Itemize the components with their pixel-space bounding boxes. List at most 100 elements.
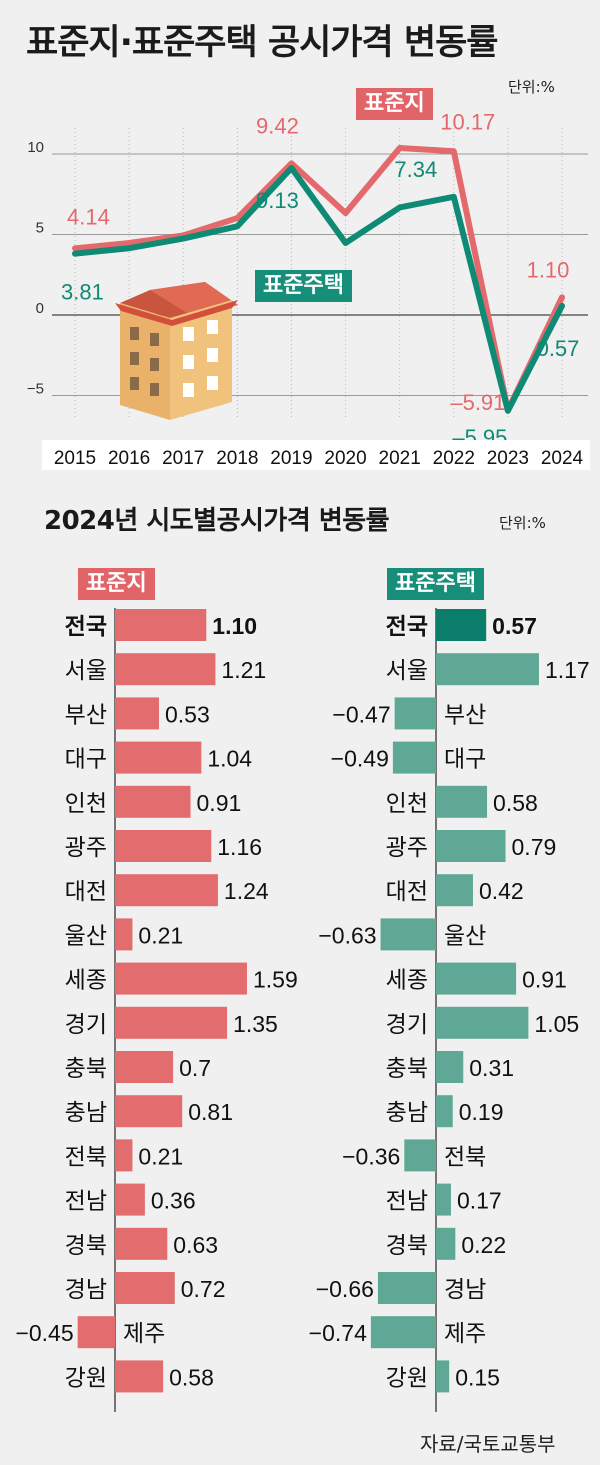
category-label: 부산: [65, 702, 107, 728]
category-label: 전북: [444, 1144, 486, 1170]
bar-house: [392, 741, 436, 774]
bar-tag-land: 표준지: [78, 568, 155, 600]
data-label: –5.91: [450, 390, 505, 415]
x-tick-label: 2018: [216, 448, 258, 469]
bar-land: [115, 830, 212, 862]
category-label: 대전: [65, 879, 107, 905]
bar-house: [436, 785, 488, 818]
category-label: 인천: [386, 791, 428, 817]
category-label: 제주: [123, 1321, 165, 1347]
value-label: 0.63: [173, 1232, 218, 1258]
x-axis-band: [42, 440, 590, 470]
category-label: 서울: [386, 658, 428, 684]
value-label: −0.45: [15, 1320, 73, 1346]
category-label: 울산: [65, 923, 107, 949]
bar-house: [436, 962, 517, 995]
value-label: −0.63: [318, 922, 376, 948]
category-label: 경북: [65, 1233, 107, 1259]
category-label: 충북: [65, 1056, 107, 1082]
x-tick-label: 2015: [54, 448, 96, 469]
bar-house: [436, 1183, 451, 1216]
category-label: 세종: [386, 968, 428, 994]
bar-land: [115, 1272, 175, 1304]
line-chart: −5 0 5 10 4.14 9.42 10.17 –5.91 1.10 3.81 9.13 7.3…: [27, 109, 590, 470]
value-label: 0.81: [188, 1099, 233, 1125]
bar-tag-house: 표준주택: [387, 568, 484, 600]
category-label: 서울: [65, 658, 107, 684]
value-label: 1.24: [224, 878, 269, 904]
bar-house: [436, 1227, 456, 1260]
bar-house: [436, 1360, 450, 1393]
category-label: 경기: [65, 1012, 107, 1038]
category-label: 전국: [65, 614, 107, 640]
bar-land: [115, 1183, 145, 1216]
bar-land: [115, 1227, 168, 1260]
category-label: 광주: [65, 835, 107, 861]
bar-land: [115, 785, 191, 818]
value-label: 1.10: [212, 613, 257, 639]
value-label: 0.7: [179, 1055, 211, 1081]
value-label: 1.21: [221, 657, 266, 683]
value-label: 1.17: [545, 657, 590, 683]
value-label: 0.57: [492, 613, 537, 639]
value-label: −0.49: [331, 746, 389, 772]
value-label: 0.21: [138, 922, 183, 948]
bar-land: [115, 653, 216, 686]
category-label: 부산: [444, 702, 486, 728]
data-label: 7.34: [394, 157, 437, 182]
x-tick-label: 2017: [162, 448, 204, 469]
value-label: −0.47: [332, 701, 390, 727]
data-label: 3.81: [61, 280, 104, 305]
category-label: 경북: [386, 1233, 428, 1259]
category-label: 전국: [386, 614, 428, 640]
category-label: 충북: [386, 1056, 428, 1082]
x-tick-label: 2021: [379, 448, 421, 469]
category-label: 전남: [386, 1189, 428, 1215]
bar-land: [115, 1360, 164, 1393]
value-label: 1.35: [233, 1011, 278, 1037]
value-label: 0.22: [461, 1232, 506, 1258]
value-label: 0.19: [459, 1099, 504, 1125]
series-line-house: [72, 165, 565, 414]
value-label: 0.91: [197, 790, 242, 816]
value-label: 0.79: [512, 834, 557, 860]
x-tick-label: 2023: [487, 448, 529, 469]
x-tick-label: 2022: [433, 448, 475, 469]
value-label: 0.31: [469, 1055, 514, 1081]
value-label: 0.72: [181, 1276, 226, 1302]
x-tick-label: 2020: [324, 448, 366, 469]
bar-land: [115, 1051, 174, 1083]
value-label: 0.58: [169, 1364, 214, 1390]
x-tick-label: 2019: [270, 448, 312, 469]
bar-land: [115, 697, 159, 730]
category-label: 경기: [386, 1012, 428, 1038]
value-label: 0.36: [151, 1188, 196, 1214]
value-label: 0.15: [455, 1364, 500, 1390]
series-tag-land: 표준지: [356, 88, 433, 120]
bar-house: [436, 1095, 453, 1128]
category-label: 인천: [65, 791, 107, 817]
chart-title: 표준지·표준주택 공시가격 변동률: [26, 23, 498, 63]
value-label: −0.74: [309, 1320, 367, 1346]
bar-land: [77, 1316, 115, 1349]
bar-land: [115, 1006, 228, 1039]
bar-house: [380, 918, 436, 951]
data-label: 9.42: [256, 113, 299, 138]
category-label: 경남: [65, 1277, 107, 1303]
bar-house: [370, 1316, 436, 1349]
value-label: 0.53: [165, 701, 210, 727]
bar-house: [377, 1272, 436, 1304]
source-note: 자료/국토교통부: [420, 1432, 556, 1456]
category-label: 전남: [65, 1189, 107, 1215]
category-label: 충남: [386, 1100, 428, 1126]
y-tick-label: −5: [27, 381, 44, 398]
data-label: 0.57: [537, 336, 580, 361]
bar-land: [115, 918, 133, 951]
value-label: 1.59: [253, 967, 298, 993]
value-label: 0.42: [479, 878, 524, 904]
bar-house: [436, 874, 473, 907]
category-label: 광주: [386, 835, 428, 861]
y-tick-label: 5: [36, 220, 44, 237]
category-label: 강원: [386, 1365, 428, 1391]
